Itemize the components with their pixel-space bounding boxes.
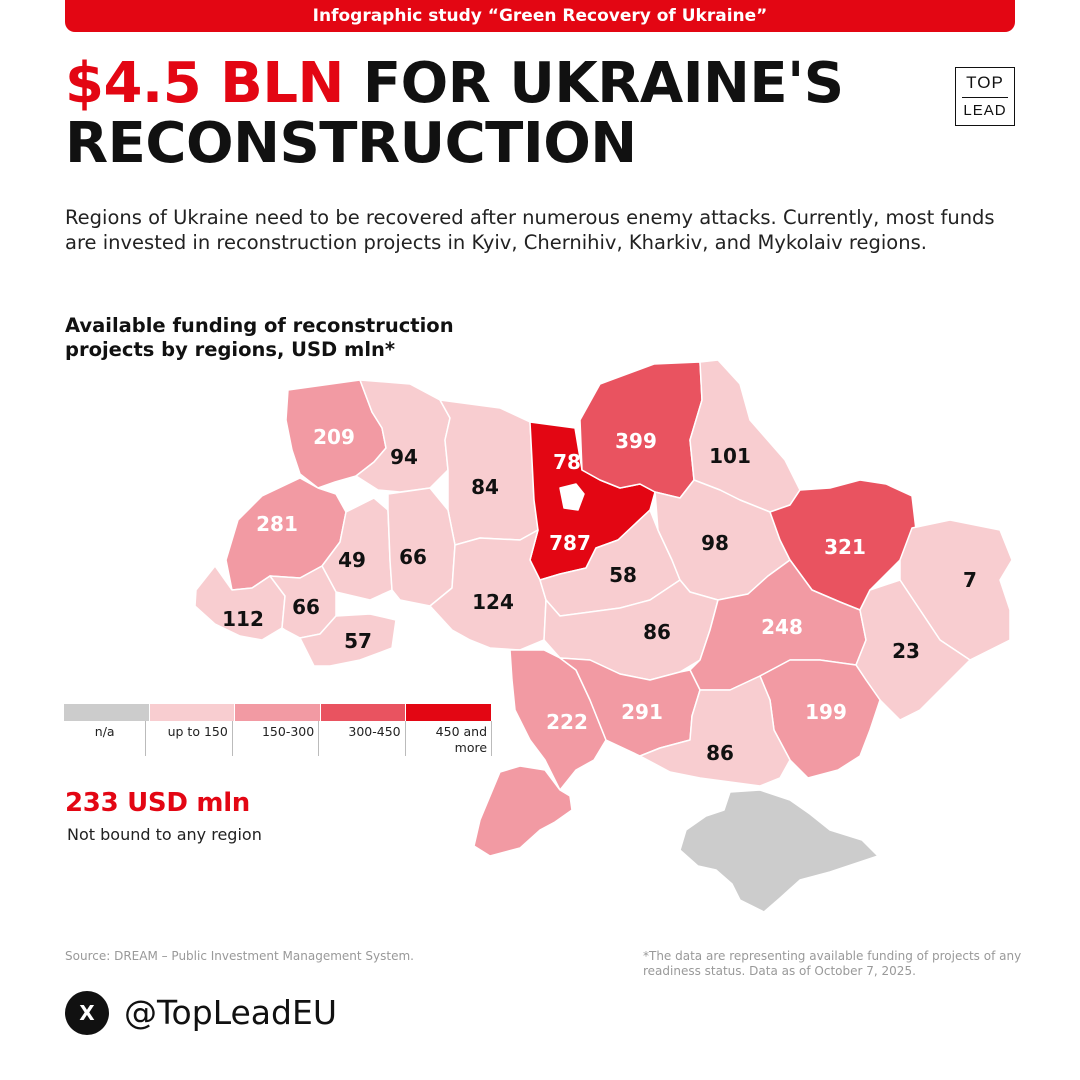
label-volyn: 209 — [313, 425, 355, 449]
legend-label-150-300: 150-300 — [233, 721, 320, 756]
label-khmelnytskyi: 66 — [399, 545, 427, 569]
region-zakarpattia — [194, 565, 286, 641]
unbound-funds-value: 233 USD mln — [65, 788, 251, 818]
legend-label-up-to-150: up to 150 — [146, 721, 233, 756]
logo-line-lead: LEAD — [963, 102, 1007, 119]
label-mykolaiv: 291 — [621, 700, 663, 724]
page-title: $4.5 BLN FOR UKRAINE'S RECONSTRUCTION — [65, 54, 925, 174]
region-kyiv-city — [559, 483, 585, 511]
intro-paragraph: Regions of Ukraine need to be recovered … — [65, 206, 995, 254]
legend-label-na: n/a — [64, 721, 147, 756]
legend-label-300-450: 300-450 — [319, 721, 406, 756]
toplead-logo: TOP LEAD — [955, 67, 1015, 126]
legend-swatch-150-300 — [235, 704, 321, 721]
label-odesa: 222 — [546, 710, 588, 734]
label-kyiv-city: 78 — [553, 450, 581, 474]
legend-swatch-300-450 — [320, 704, 407, 721]
map-title: Available funding of reconstruction proj… — [65, 314, 454, 361]
legend-swatch-na — [64, 704, 150, 721]
banner-text: Infographic study “Green Recovery of Ukr… — [312, 6, 768, 26]
label-dnipropetrovsk: 248 — [761, 615, 803, 639]
label-donetsk: 23 — [892, 639, 920, 663]
label-chernihiv: 399 — [615, 429, 657, 453]
label-luhansk: 7 — [963, 568, 977, 592]
source-note: Source: DREAM – Public Investment Manage… — [65, 949, 414, 963]
label-poltava: 98 — [701, 531, 729, 555]
logo-line-top: TOP — [966, 73, 1004, 92]
legend-labels: n/a up to 150 150-300 300-450 450 and mo… — [64, 721, 493, 756]
label-sumy: 101 — [709, 444, 751, 468]
title-accent: $4.5 BLN — [65, 51, 344, 116]
footnote: *The data are representing available fun… — [643, 949, 1022, 978]
label-rivne: 94 — [390, 445, 418, 469]
region-chernivtsi — [299, 613, 397, 667]
legend-swatch-up-to-150 — [149, 704, 236, 721]
unbound-funds-caption: Not bound to any region — [67, 825, 262, 844]
map-legend: n/a up to 150 150-300 300-450 450 and mo… — [64, 704, 493, 756]
label-vinnytsia: 124 — [472, 590, 514, 614]
region-odesa-south — [473, 765, 573, 857]
label-zhytomyr: 84 — [471, 475, 499, 499]
social-handle[interactable]: @TopLeadEU — [124, 993, 337, 1032]
logo-divider — [962, 97, 1008, 98]
legend-color-bar — [64, 704, 492, 721]
top-banner: Infographic study “Green Recovery of Ukr… — [65, 0, 1015, 32]
region-ternopil — [321, 497, 393, 601]
label-kharkiv: 321 — [824, 535, 866, 559]
label-ternopil: 49 — [338, 548, 366, 572]
label-lviv: 281 — [256, 512, 298, 536]
label-chernivtsi: 57 — [344, 629, 372, 653]
legend-swatch-450-plus — [406, 704, 492, 721]
label-cherkasy: 58 — [609, 563, 637, 587]
region-zhytomyr — [439, 399, 539, 546]
title-rest: FOR UKRAINE'S RECONSTRUCTION — [65, 51, 844, 176]
x-logo-glyph: X — [79, 1001, 95, 1025]
region-kherson — [639, 675, 791, 787]
label-ivano-frankivsk: 66 — [292, 595, 320, 619]
region-crimea — [679, 789, 879, 913]
label-zaporizhzhia: 199 — [805, 700, 847, 724]
label-kyiv-oblast: 787 — [549, 531, 591, 555]
label-kirovohrad: 86 — [643, 620, 671, 644]
label-kherson: 86 — [706, 741, 734, 765]
label-zakarpattia: 112 — [222, 607, 264, 631]
x-logo-icon[interactable]: X — [65, 991, 109, 1035]
legend-label-450-plus: 450 and more — [406, 721, 493, 756]
